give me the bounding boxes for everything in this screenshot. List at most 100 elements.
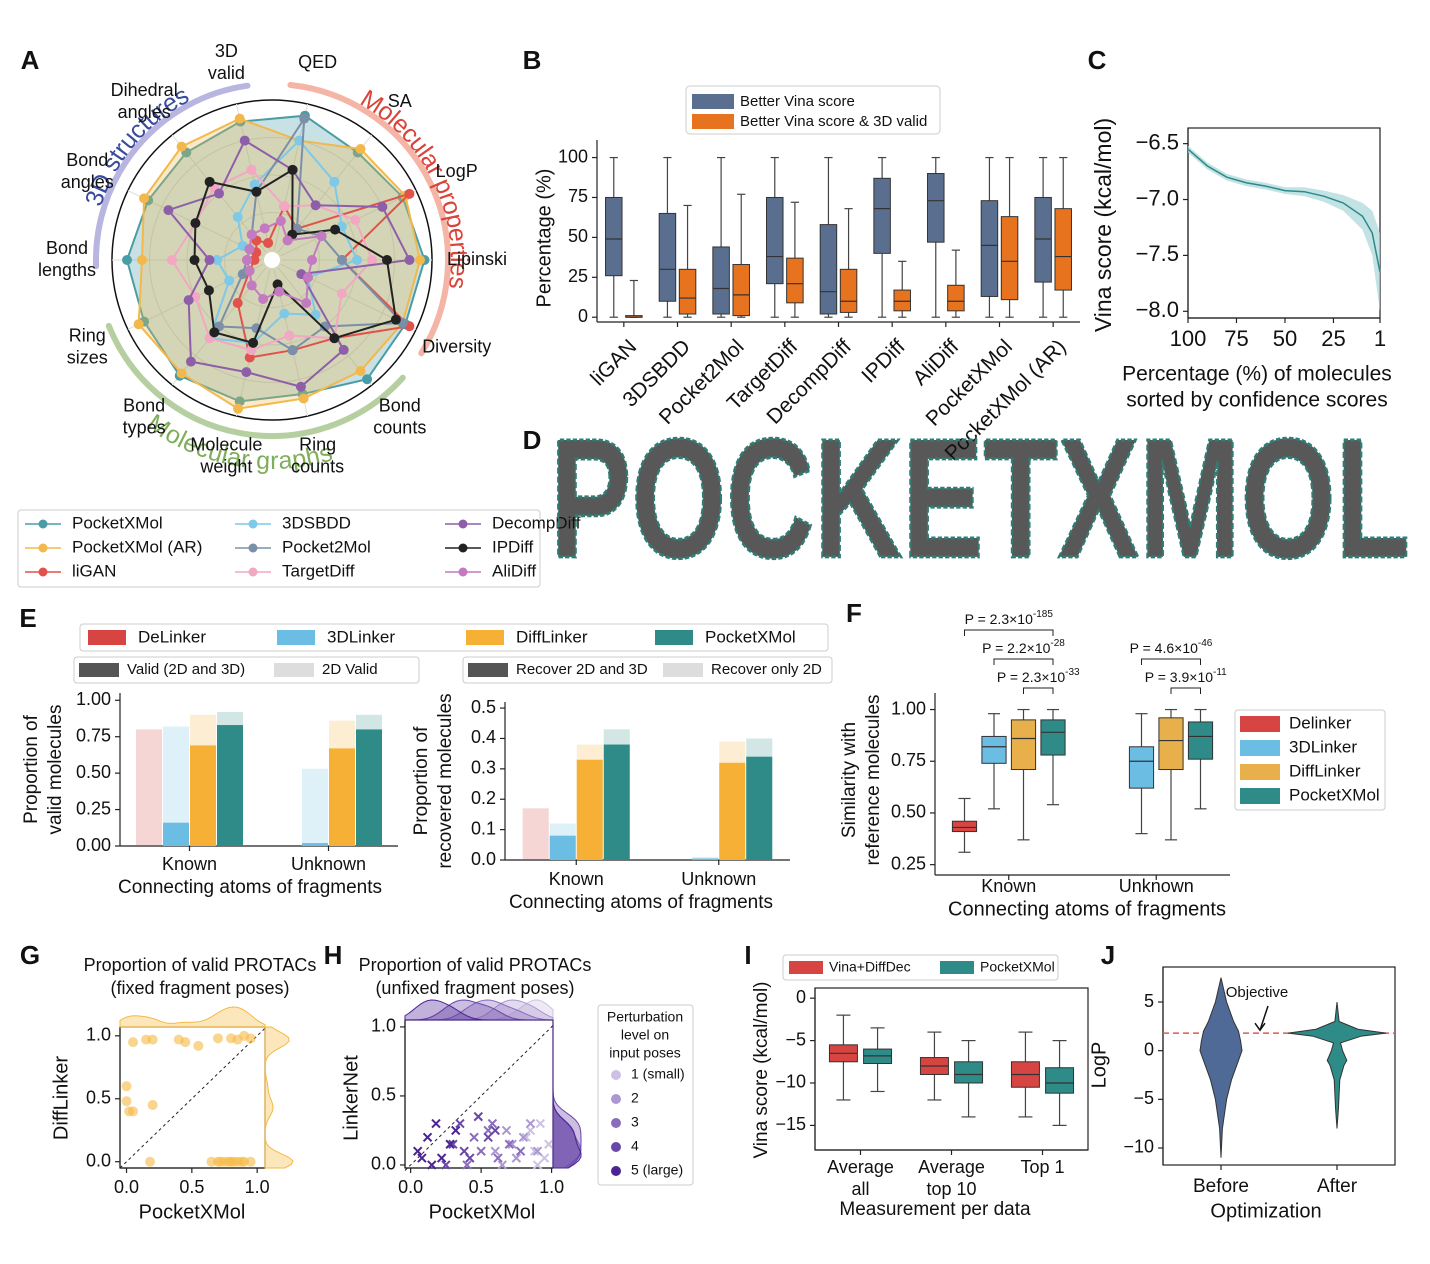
point: [147, 1034, 158, 1045]
legend-label: Better Vina score & 3D valid: [740, 113, 927, 130]
point: [473, 1111, 484, 1122]
p-value-exp: -28: [1050, 638, 1065, 649]
legend-swatch: [1240, 788, 1280, 804]
point: [462, 1160, 472, 1170]
legend-label: 4: [631, 1138, 639, 1154]
point: [147, 1100, 158, 1111]
radar-point: [282, 235, 293, 246]
box: [947, 284, 965, 312]
bar-light: [522, 808, 549, 860]
y-tick-label: 0.0: [86, 1150, 111, 1170]
x-tick-label: Average: [827, 1157, 894, 1177]
x-tick-label: Unknown: [291, 854, 366, 874]
legend-swatch: [692, 114, 734, 129]
legend-label: liGAN: [72, 561, 116, 580]
radar-point: [214, 188, 225, 199]
radar-center: [264, 252, 280, 268]
radar-point: [301, 298, 312, 309]
radar-point: [274, 286, 285, 297]
legend-label: TargetDiff: [282, 561, 355, 580]
radar-point: [382, 255, 392, 265]
radar-point: [190, 218, 201, 229]
legend-box: [782, 954, 1059, 981]
box: [786, 257, 804, 304]
marginal-y: [264, 1026, 294, 1169]
bar: [329, 748, 355, 846]
legend-label: Valid (2D and 3D): [127, 661, 245, 678]
radar-point: [258, 293, 269, 304]
bar: [576, 759, 603, 860]
point: [422, 1132, 433, 1143]
point: [476, 1146, 486, 1156]
radar-point: [316, 231, 327, 242]
legend-marker: [248, 519, 258, 529]
radar-point: [204, 255, 215, 265]
radar-point: [355, 143, 366, 154]
radar-point: [329, 176, 340, 187]
radar-point: [189, 255, 200, 265]
radar-axis-label: Dihedral: [111, 80, 178, 100]
panel-letter: C: [1088, 45, 1107, 75]
radar-axis-label: sizes: [67, 347, 108, 367]
p-bracket: [1023, 687, 1054, 694]
marginal-x: [404, 999, 553, 1021]
radar-point: [163, 205, 174, 216]
y-axis-label: Vina score (kcal/mol): [751, 981, 772, 1158]
box: [980, 200, 999, 297]
legend-swatch: [79, 663, 119, 677]
y-tick-label: −5: [785, 1029, 806, 1049]
radar-point: [209, 327, 220, 338]
radar-point: [248, 337, 259, 348]
legend-label: DecompDiff: [492, 513, 581, 532]
bar: [356, 729, 382, 846]
bar: [719, 762, 746, 860]
x-tick-label: 0.5: [179, 1177, 204, 1197]
radar-point: [204, 176, 215, 187]
radar-axis-label: Bond: [379, 396, 421, 416]
legend-label: DiffLinker: [516, 627, 588, 646]
radar-point: [367, 255, 377, 265]
y-tick-label: −7.0: [1136, 185, 1179, 210]
x-tick-label: 1: [1374, 326, 1386, 351]
point: [501, 1125, 512, 1136]
point: [525, 1125, 536, 1136]
radar-point: [352, 255, 362, 265]
panel-letter: B: [523, 45, 542, 75]
y-axis-label: LinkerNet: [340, 1055, 362, 1141]
radar-point: [310, 200, 321, 211]
radar-point: [139, 193, 150, 204]
radar-point: [284, 330, 295, 341]
chart-title: Proportion of valid PROTACs: [359, 955, 592, 975]
point: [427, 1160, 437, 1170]
legend-label: 2: [631, 1090, 639, 1106]
y-axis-label: LogP: [1088, 1042, 1110, 1089]
legend-marker: [458, 519, 468, 529]
annotation: Objective: [1226, 984, 1289, 1001]
point: [445, 1139, 455, 1149]
point: [487, 1118, 498, 1129]
legend-swatch: [663, 663, 703, 677]
bar: [217, 725, 243, 846]
radar-point: [350, 214, 361, 225]
y-tick-label: 0.25: [76, 798, 111, 818]
x-axis-label: Optimization: [1210, 1200, 1321, 1222]
y-tick-label: 1.0: [371, 1016, 396, 1036]
point: [431, 1118, 441, 1129]
legend-label: Delinker: [1289, 713, 1352, 732]
point: [436, 1153, 447, 1163]
y-tick-label: 0.3: [471, 758, 496, 778]
legend-label: PocketXMol: [980, 959, 1055, 975]
y-tick-label: 0.5: [86, 1088, 111, 1108]
y-tick-label: 0.4: [471, 727, 496, 747]
radar-point: [390, 314, 401, 325]
legend-marker: [38, 567, 48, 577]
radar-point: [137, 255, 147, 265]
x-tick-label: 1.0: [245, 1177, 270, 1197]
box: [1158, 717, 1184, 771]
point: [511, 1153, 522, 1163]
violin: [1287, 1001, 1387, 1129]
radar-point: [404, 188, 415, 199]
point: [412, 1146, 423, 1156]
legend-swatch: [655, 630, 693, 645]
radar-point: [176, 141, 187, 152]
